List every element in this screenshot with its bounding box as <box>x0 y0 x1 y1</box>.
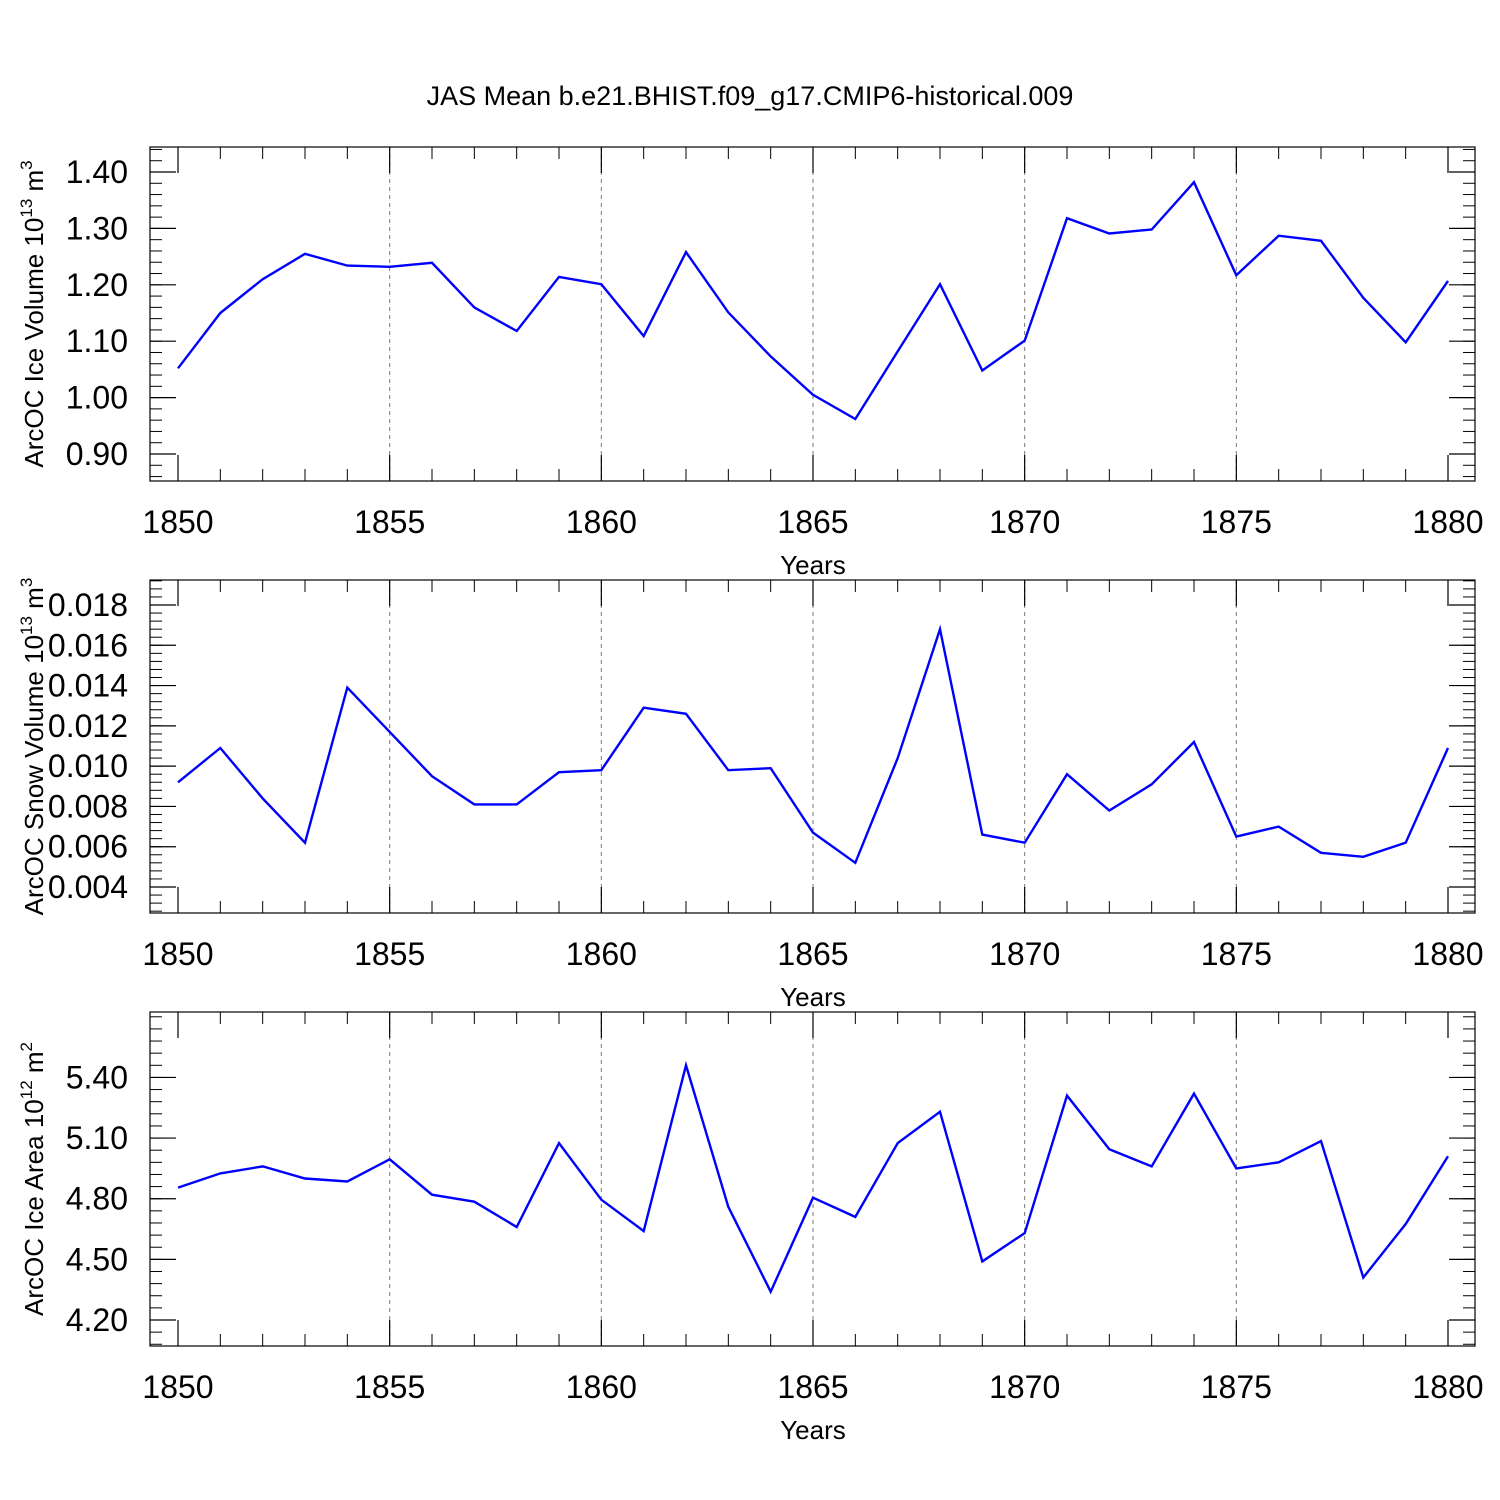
series-line <box>177 180 1449 421</box>
x-tick-label: 1855 <box>354 504 425 540</box>
panel-3: 1850 1855 1860 1865 1870 1875 1880 4.20 4.50 4.80… <box>17 1011 1484 1445</box>
x-tick-label: 1875 <box>1201 936 1272 972</box>
x-axis-title: Years <box>780 982 846 1012</box>
y-axis-title-text: m <box>19 1051 49 1080</box>
x-tick-label: 1880 <box>1412 504 1483 540</box>
x-tick-label: 1850 <box>142 1369 213 1405</box>
x-tick-label: 1860 <box>566 1369 637 1405</box>
y-tick-label: 0.016 <box>48 627 128 663</box>
y-tick-label: 1.30 <box>66 210 128 246</box>
x-tick-label: 1870 <box>989 936 1060 972</box>
y-tick-label: 0.006 <box>48 829 128 865</box>
y-tick-label: 1.40 <box>66 154 128 190</box>
y-axis-title-superscript: 3 <box>17 578 36 587</box>
y-axis-title-text: ArcOC Snow Volume 10 <box>19 635 49 915</box>
y-tick-label: 0.018 <box>48 587 128 623</box>
y-tick-label: 1.20 <box>66 267 128 303</box>
y-axis-title: ArcOC Ice Volume 1013 m3 <box>17 160 49 467</box>
y-axis-title: ArcOC Snow Volume 1013 m3 <box>17 578 49 916</box>
x-tick-label: 1855 <box>354 1369 425 1405</box>
x-tick-label: 1860 <box>566 504 637 540</box>
y-tick-label: 0.014 <box>48 668 128 704</box>
x-tick-label: 1880 <box>1412 936 1483 972</box>
x-tick-label: 1850 <box>142 504 213 540</box>
x-tick-label: 1870 <box>989 504 1060 540</box>
x-tick-label: 1880 <box>1412 1369 1483 1405</box>
y-axis-title-text: m <box>19 587 49 616</box>
y-axis-title-text: ArcOC Ice Area 10 <box>19 1099 49 1316</box>
x-tick-label: 1865 <box>777 936 848 972</box>
x-axis-title: Years <box>780 550 846 580</box>
x-tick-label: 1855 <box>354 936 425 972</box>
y-axis-title-superscript: 3 <box>17 160 36 169</box>
panel-2: 1850 1855 1860 1865 1870 1875 1880 0.004 0.006 0.… <box>17 578 1484 1012</box>
x-tick-label: 1870 <box>989 1369 1060 1405</box>
y-tick-label: 0.004 <box>48 869 128 905</box>
y-axis-title-superscript: 12 <box>17 1080 36 1099</box>
y-tick-label: 4.80 <box>66 1181 128 1217</box>
chart-title: JAS Mean b.e21.BHIST.f09_g17.CMIP6-histo… <box>427 81 1074 111</box>
y-axis-title-text: ArcOC Ice Volume 10 <box>19 218 49 468</box>
y-axis-title-text: m <box>19 170 49 199</box>
y-tick-label: 0.008 <box>48 788 128 824</box>
y-axis-title-superscript: 13 <box>17 199 36 218</box>
chart-panels: 1850 1855 1860 1865 1870 1875 1880 0.90 1.00 1.10… <box>17 146 1484 1445</box>
series-line <box>177 1060 1450 1295</box>
series-line <box>177 624 1450 865</box>
y-tick-label: 5.40 <box>66 1059 128 1095</box>
y-tick-label: 0.010 <box>48 748 128 784</box>
x-tick-label: 1860 <box>566 936 637 972</box>
panel-1: 1850 1855 1860 1865 1870 1875 1880 0.90 1.00 1.10… <box>17 146 1484 580</box>
x-tick-label: 1850 <box>142 936 213 972</box>
y-tick-label: 1.10 <box>66 323 128 359</box>
y-tick-label: 0.90 <box>66 436 128 472</box>
x-tick-label: 1875 <box>1201 1369 1272 1405</box>
y-axis-title-superscript: 13 <box>17 616 36 635</box>
y-tick-label: 4.20 <box>66 1302 128 1338</box>
x-tick-label: 1875 <box>1201 504 1272 540</box>
y-tick-label: 4.50 <box>66 1241 128 1277</box>
y-axis-title-superscript: 2 <box>17 1042 36 1051</box>
x-tick-label: 1865 <box>777 504 848 540</box>
y-tick-label: 0.012 <box>48 708 128 744</box>
y-tick-label: 5.10 <box>66 1120 128 1156</box>
y-tick-label: 1.00 <box>66 380 128 416</box>
x-axis-title: Years <box>780 1415 846 1445</box>
y-axis-title: ArcOC Ice Area 1012 m2 <box>17 1042 49 1316</box>
x-tick-label: 1865 <box>777 1369 848 1405</box>
